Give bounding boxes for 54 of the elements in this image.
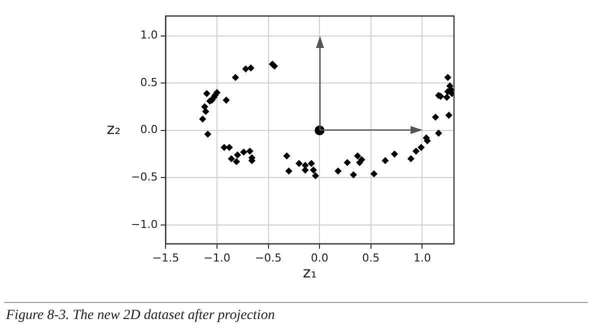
point bbox=[370, 170, 378, 178]
point bbox=[344, 159, 351, 166]
point bbox=[199, 116, 206, 122]
point bbox=[350, 171, 357, 178]
point bbox=[233, 158, 240, 165]
point bbox=[308, 160, 315, 167]
x-tick-label: 1.0 bbox=[413, 251, 431, 264]
x-tick-label: −1.5 bbox=[152, 251, 180, 264]
y-tick-label: 0.5 bbox=[140, 76, 158, 89]
point bbox=[334, 168, 342, 174]
point bbox=[443, 94, 450, 101]
point bbox=[312, 172, 319, 180]
y-tick-label: −0.5 bbox=[130, 170, 158, 184]
point bbox=[412, 148, 420, 155]
point bbox=[232, 74, 239, 81]
point bbox=[408, 155, 414, 162]
point bbox=[271, 62, 278, 70]
point bbox=[382, 157, 389, 164]
point bbox=[285, 168, 292, 174]
point bbox=[222, 96, 230, 104]
caption: Figure 8-3. The new 2D dataset after projection bbox=[6, 308, 275, 324]
point bbox=[391, 150, 398, 158]
point bbox=[435, 130, 442, 137]
point bbox=[240, 148, 248, 156]
point bbox=[356, 159, 364, 166]
point bbox=[444, 74, 452, 81]
point bbox=[228, 155, 235, 162]
point bbox=[432, 114, 439, 121]
y-tick-label: 0.0 bbox=[140, 123, 158, 136]
point bbox=[283, 152, 290, 160]
point bbox=[302, 166, 309, 174]
point bbox=[202, 108, 210, 115]
point bbox=[418, 144, 425, 151]
x-tick-label: −1.0 bbox=[204, 251, 230, 264]
x-tick-label: −0.5 bbox=[254, 251, 282, 264]
x-tick-label: 0.5 bbox=[362, 251, 380, 264]
point bbox=[296, 160, 302, 167]
point bbox=[234, 152, 241, 158]
y-axis-title: z₂ bbox=[106, 120, 121, 138]
y-tick-label: 1.0 bbox=[140, 28, 158, 42]
point bbox=[246, 148, 254, 155]
point bbox=[242, 66, 250, 72]
point bbox=[201, 103, 208, 110]
point bbox=[354, 152, 361, 160]
x-axis-title: z₁ bbox=[302, 264, 317, 282]
point bbox=[247, 64, 254, 72]
x-tick-label: 0.0 bbox=[310, 251, 328, 264]
point bbox=[220, 144, 228, 151]
point bbox=[204, 130, 212, 138]
y-tick-label: −1.0 bbox=[130, 218, 158, 231]
point bbox=[226, 144, 233, 151]
point bbox=[310, 166, 317, 174]
point bbox=[203, 90, 210, 97]
point bbox=[445, 112, 452, 119]
